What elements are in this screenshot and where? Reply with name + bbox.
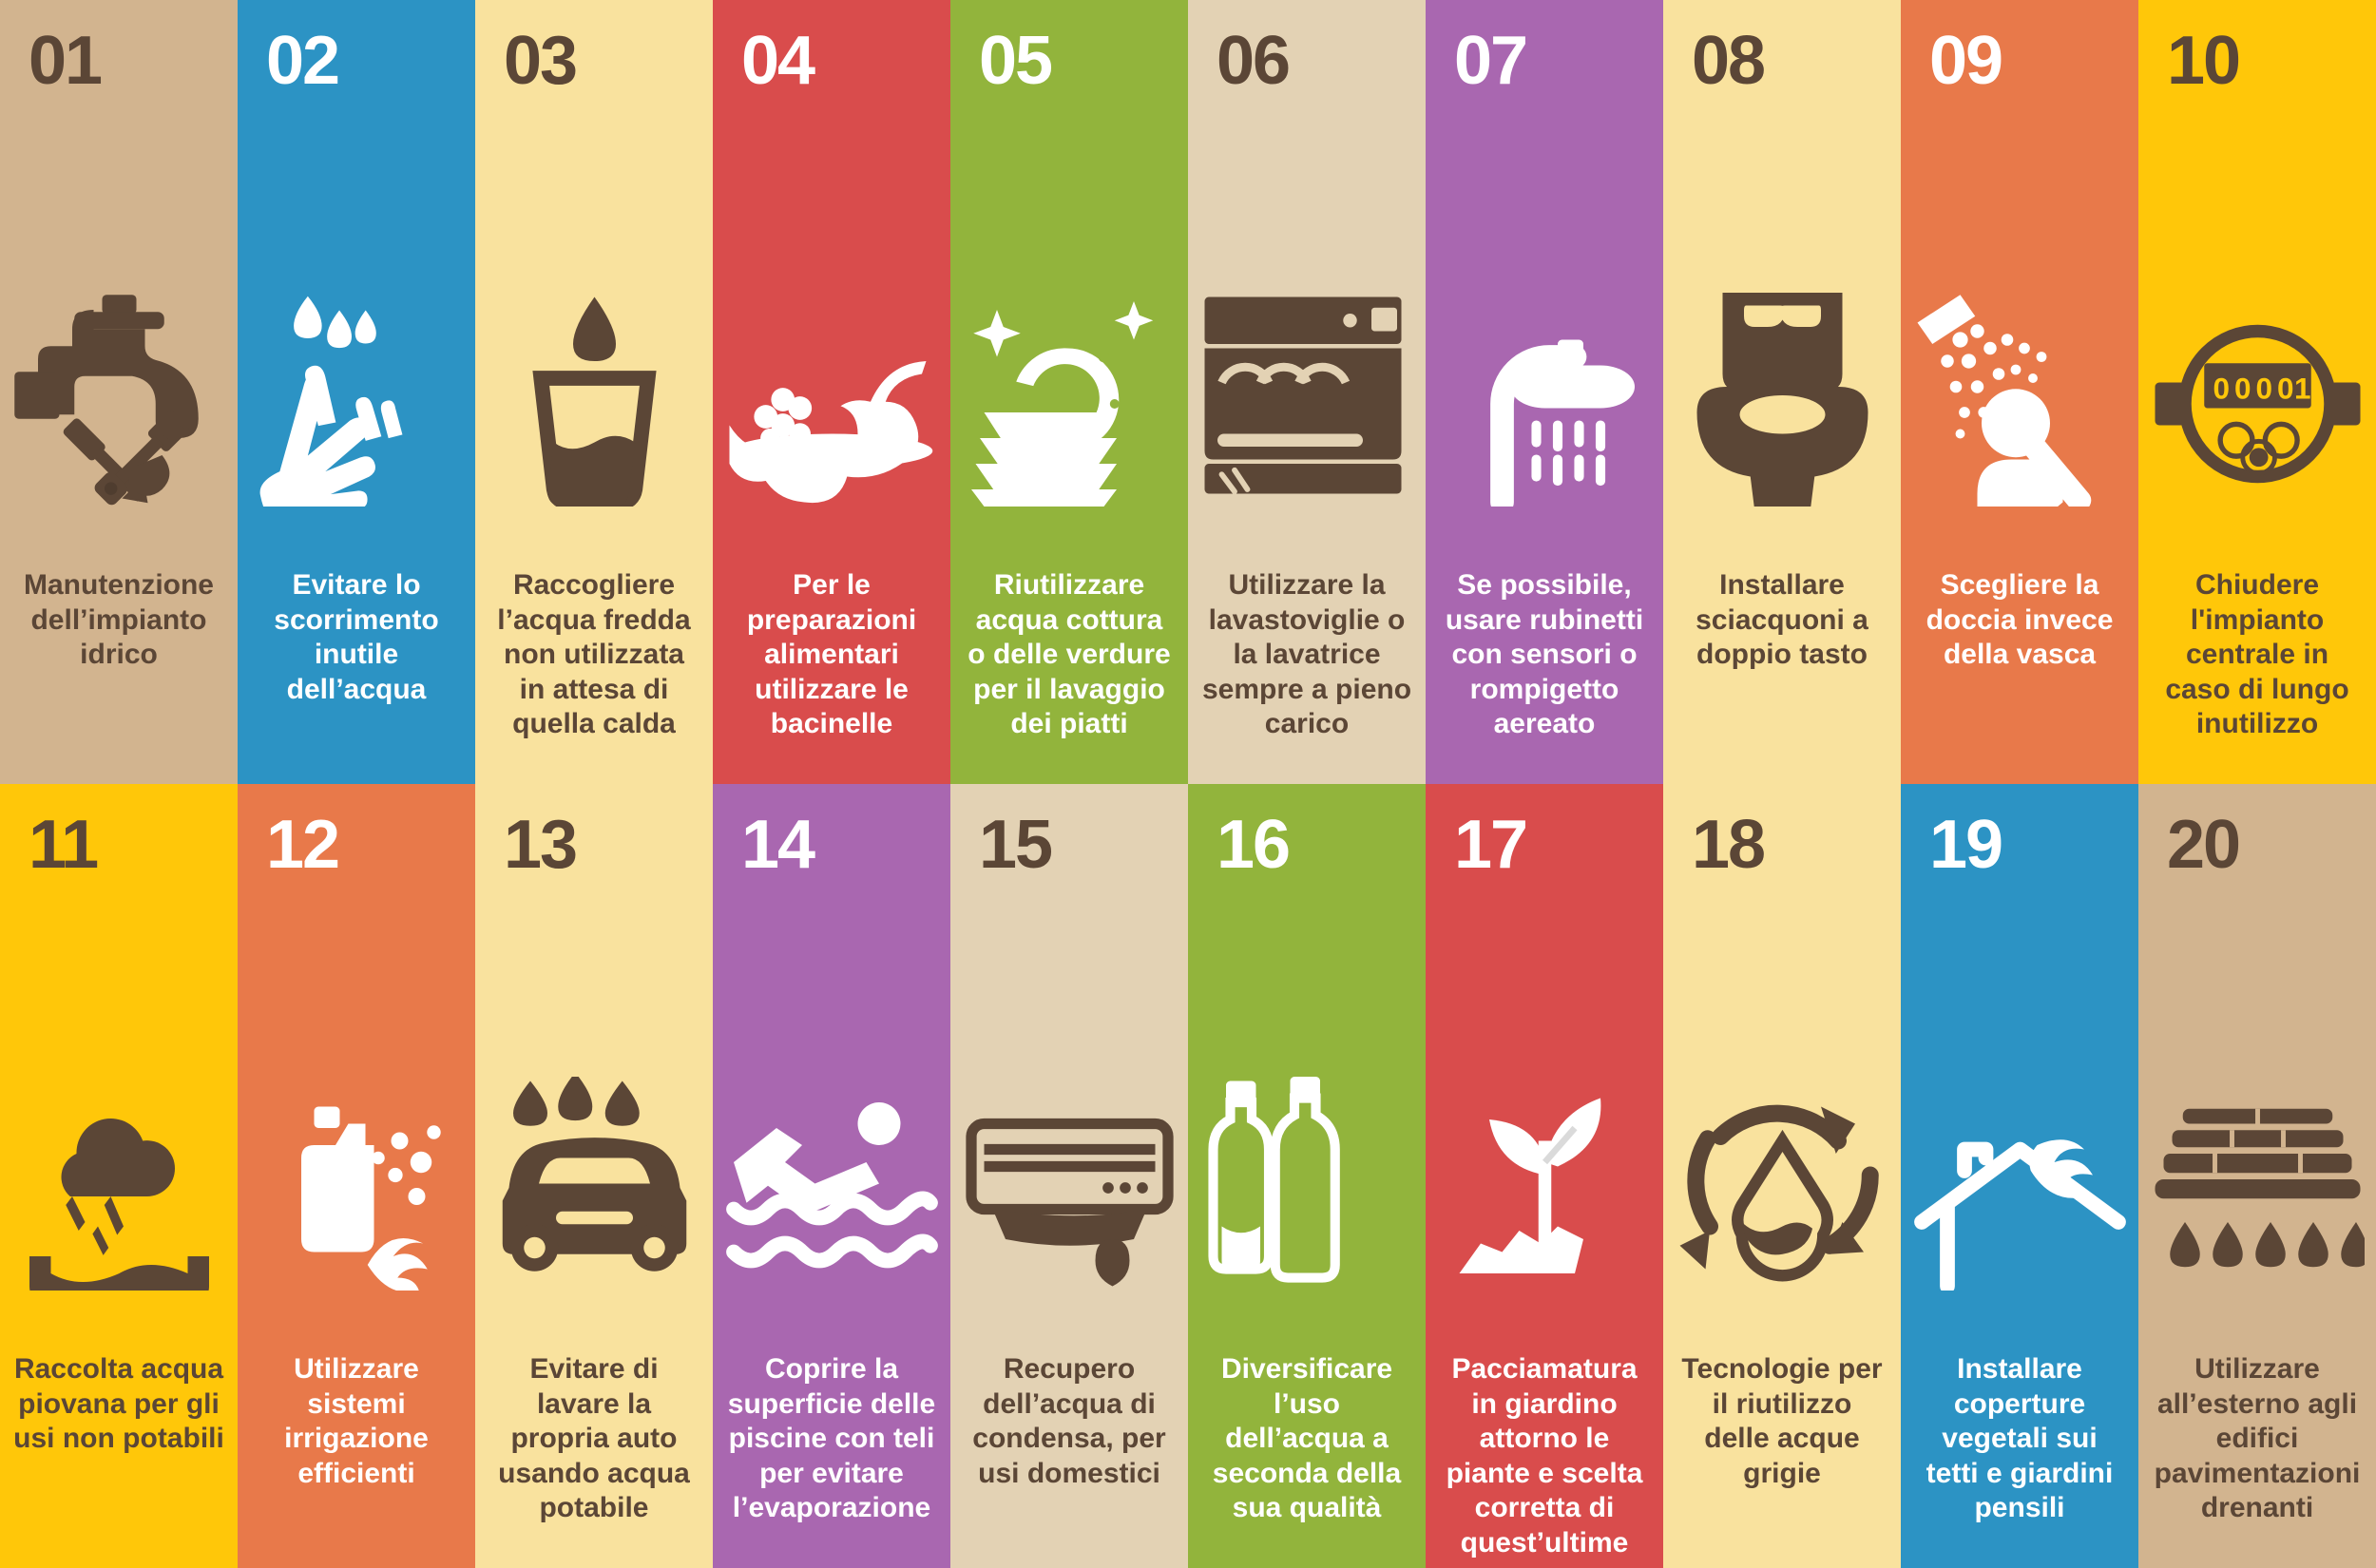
svg-text:0: 0 bbox=[2233, 371, 2251, 405]
svg-text:1: 1 bbox=[2293, 371, 2310, 405]
svg-text:0: 0 bbox=[2213, 371, 2230, 405]
svg-text:0: 0 bbox=[2255, 371, 2272, 405]
svg-text:0: 0 bbox=[2276, 371, 2293, 405]
